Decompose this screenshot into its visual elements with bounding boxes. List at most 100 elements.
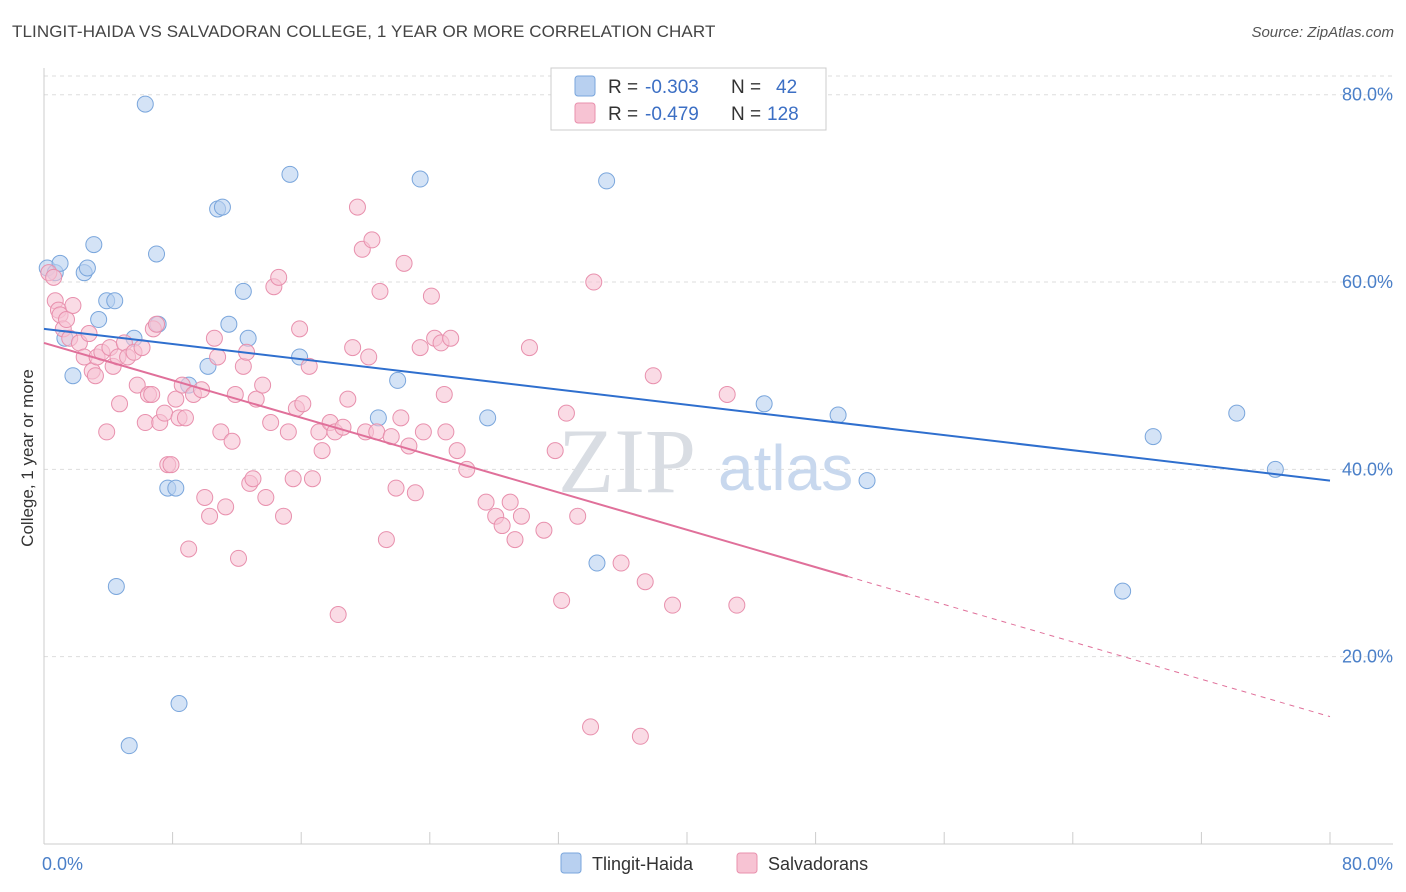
point-tlingit-haida-15 — [148, 245, 166, 263]
point-tlingit-haida-29 — [369, 409, 387, 427]
legend-swatch-salvadorans — [574, 102, 596, 124]
bottom-legend: Tlingit-Haida Salvadorans — [560, 852, 868, 874]
point-tlingit-haida-33 — [588, 554, 606, 572]
point-salvadoran-80 — [363, 231, 381, 249]
point-tlingit-haida-18 — [167, 479, 185, 497]
point-salvadoran-85 — [387, 479, 405, 497]
legend-r-label-1: R = — [608, 77, 638, 98]
point-salvadoran-42 — [196, 488, 214, 506]
point-salvadoran-105 — [520, 339, 538, 357]
point-salvadoran-75 — [344, 339, 362, 357]
point-salvadoran-8 — [64, 296, 82, 314]
point-salvadoran-112 — [585, 273, 603, 291]
legend-n-value-2: 128 — [767, 104, 799, 125]
point-tlingit-haida-38 — [1114, 582, 1132, 600]
point-salvadoran-95 — [437, 423, 455, 441]
bottom-legend-swatch-tlingit-haida — [560, 852, 582, 874]
point-tlingit-haida-34 — [598, 172, 616, 190]
chart-source: Source: ZipAtlas.com — [1251, 24, 1394, 41]
point-salvadoran-119 — [728, 596, 746, 614]
point-salvadoran-49 — [226, 385, 244, 403]
point-salvadoran-20 — [111, 395, 129, 413]
point-salvadoran-91 — [414, 423, 432, 441]
point-salvadoran-16 — [98, 423, 116, 441]
point-salvadoran-57 — [257, 488, 275, 506]
point-salvadoran-97 — [448, 442, 466, 460]
point-salvadoran-92 — [422, 287, 440, 305]
point-salvadoran-82 — [371, 282, 389, 300]
point-salvadoran-34 — [162, 456, 180, 474]
point-salvadoran-30 — [148, 315, 166, 333]
point-salvadoran-79 — [360, 348, 378, 366]
trend-line-salvadoran — [43, 341, 849, 578]
point-salvadoran-24 — [128, 376, 146, 394]
point-tlingit-haida-27 — [281, 165, 299, 183]
point-tlingit-haida-6 — [78, 259, 96, 277]
trend-line-salvadoran-extrapolated — [847, 576, 1331, 718]
point-salvadoran-114 — [631, 727, 649, 745]
trend-line-tlingit-haida — [43, 327, 1331, 482]
point-tlingit-haida-12 — [120, 737, 138, 755]
point-salvadoran-47 — [217, 498, 235, 516]
point-salvadoran-87 — [395, 254, 413, 272]
point-tlingit-haida-36 — [829, 406, 847, 424]
point-salvadoran-109 — [557, 404, 575, 422]
point-salvadoran-67 — [300, 357, 318, 375]
point-salvadoran-63 — [284, 470, 302, 488]
point-tlingit-haida-24 — [220, 315, 238, 333]
points-layer — [38, 95, 1284, 755]
y-tick-label-80: 80.0% — [1342, 85, 1393, 105]
point-salvadoran-107 — [546, 442, 564, 460]
point-tlingit-haida-32 — [479, 409, 497, 427]
x-tick-label-max: 80.0% — [1342, 854, 1393, 874]
y-tick-label-60: 60.0% — [1342, 272, 1393, 292]
point-salvadoran-76 — [348, 198, 366, 216]
point-salvadoran-41 — [193, 381, 211, 399]
legend-r-value-1: -0.303 — [645, 77, 699, 98]
point-salvadoran-38 — [176, 409, 194, 427]
bottom-legend-label-salvadorans: Salvadorans — [768, 854, 868, 874]
point-salvadoran-104 — [512, 507, 530, 525]
point-salvadoran-115 — [636, 573, 654, 591]
point-salvadoran-6 — [58, 311, 76, 329]
point-salvadoran-102 — [501, 493, 519, 511]
point-salvadoran-74 — [339, 390, 357, 408]
point-salvadoran-35 — [167, 390, 185, 408]
point-tlingit-haida-8 — [90, 311, 108, 329]
point-salvadoran-117 — [664, 596, 682, 614]
point-tlingit-haida-14 — [136, 95, 154, 113]
x-tick-label-min: 0.0% — [42, 854, 83, 874]
point-salvadoran-83 — [377, 531, 395, 549]
point-tlingit-haida-25 — [234, 282, 252, 300]
point-salvadoran-68 — [303, 470, 321, 488]
point-tlingit-haida-35 — [755, 395, 773, 413]
point-tlingit-haida-26 — [239, 329, 257, 347]
point-salvadoran-61 — [275, 507, 293, 525]
y-axis-label: College, 1 year or more — [18, 369, 37, 547]
point-salvadoran-118 — [718, 385, 736, 403]
legend-swatch-tlingit-haida — [574, 75, 596, 97]
point-salvadoran-103 — [506, 531, 524, 549]
point-salvadoran-111 — [582, 718, 600, 736]
point-salvadoran-110 — [569, 507, 587, 525]
point-salvadoran-120 — [435, 385, 453, 403]
point-salvadoran-106 — [535, 521, 553, 539]
point-salvadoran-113 — [612, 554, 630, 572]
point-salvadoran-90 — [411, 339, 429, 357]
point-salvadoran-96 — [442, 329, 460, 347]
chart-title: TLINGIT-HAIDA VS SALVADORAN COLLEGE, 1 Y… — [12, 22, 716, 41]
point-salvadoran-26 — [136, 414, 154, 432]
legend-box: R = -0.303 N = 42 R = -0.479 N = 128 — [550, 67, 827, 131]
point-salvadoran-44 — [205, 329, 223, 347]
watermark-zip: ZIP — [558, 410, 696, 512]
point-salvadoran-101 — [493, 517, 511, 535]
point-salvadoran-39 — [180, 540, 198, 558]
legend-n-value-1: 42 — [776, 77, 797, 98]
trend-layer — [43, 327, 1331, 718]
point-salvadoran-66 — [294, 395, 312, 413]
point-salvadoran-56 — [254, 376, 272, 394]
point-tlingit-haida-4 — [64, 367, 82, 385]
legend-r-label-2: R = — [608, 104, 638, 125]
legend-n-label-2: N = — [731, 104, 761, 125]
bottom-legend-swatch-salvadorans — [736, 852, 758, 874]
